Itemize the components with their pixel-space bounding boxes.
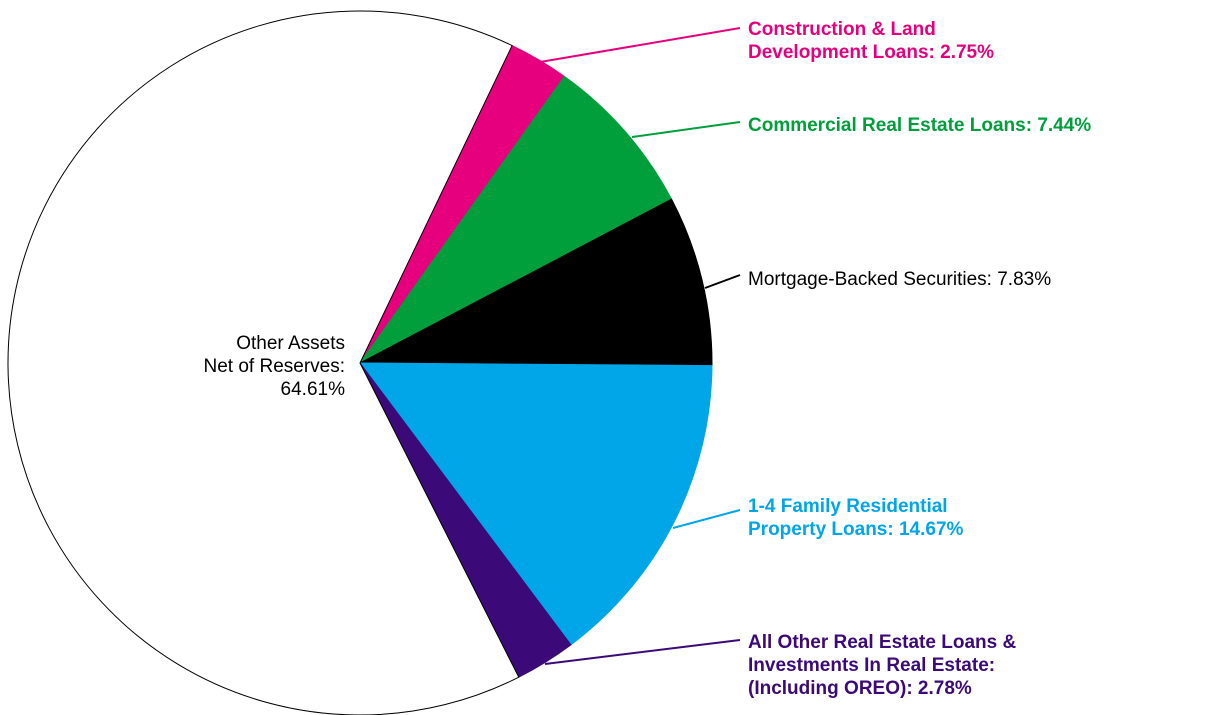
leader-line (704, 274, 741, 289)
slice-label: Other Assets Net of Reserves: 64.61% (204, 333, 346, 400)
slice-label-line: Investments In Real Estate: (748, 655, 995, 676)
slice-label-line: Construction & Land (748, 19, 936, 40)
slice-label-line: Other Assets (236, 333, 345, 354)
pie-slice (7, 10, 520, 715)
leader-line (544, 639, 741, 665)
slice-label: Commercial Real Estate Loans: 7.44% (748, 115, 1091, 136)
slice-label-line: All Other Real Estate Loans & (748, 632, 1016, 653)
slice-label-line: Net of Reserves: (204, 356, 346, 377)
slice-label: 1-4 Family Residential Property Loans: 14… (748, 496, 964, 540)
slice-label-line: Commercial Real Estate Loans: 7.44% (748, 115, 1091, 136)
leader-line (631, 121, 741, 138)
pie-slice (359, 198, 713, 367)
slice-label-line: Mortgage-Backed Securities: 7.83% (748, 269, 1051, 290)
slice-label-line: Development Loans: 2.75% (748, 42, 994, 63)
slice-label-line: 64.61% (281, 379, 346, 400)
slice-label: Construction & Land Development Loans: 2.… (748, 19, 994, 63)
slice-label: Mortgage-Backed Securities: 7.83% (748, 269, 1051, 290)
leader-line (539, 27, 741, 63)
pie-slice (358, 362, 713, 646)
pie-slice (359, 75, 673, 364)
slice-label-line: (Including OREO): 2.78% (748, 678, 972, 699)
slice-label-line: Property Loans: 14.67% (748, 519, 964, 540)
slice-label: All Other Real Estate Loans & Investments… (748, 632, 1016, 699)
leader-line (672, 509, 741, 529)
slice-label-line: 1-4 Family Residential (748, 496, 948, 517)
